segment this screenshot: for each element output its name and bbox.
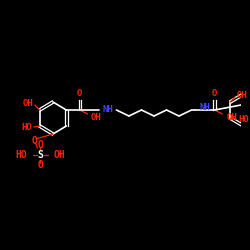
Text: OH: OH [54, 150, 66, 160]
Text: O: O [212, 90, 217, 98]
Text: HO: HO [15, 150, 27, 160]
Text: O: O [38, 160, 44, 170]
Text: S: S [38, 150, 44, 160]
Text: NH: NH [103, 106, 114, 114]
Text: OH: OH [22, 100, 33, 108]
Text: NH: NH [199, 104, 210, 112]
Text: O: O [77, 90, 82, 98]
Text: OH: OH [226, 112, 237, 122]
Text: HO: HO [21, 122, 32, 132]
Text: O: O [38, 140, 44, 150]
Text: HO: HO [239, 114, 250, 124]
Text: OH: OH [237, 92, 248, 100]
Text: O: O [32, 136, 38, 146]
Text: OH: OH [90, 112, 101, 122]
